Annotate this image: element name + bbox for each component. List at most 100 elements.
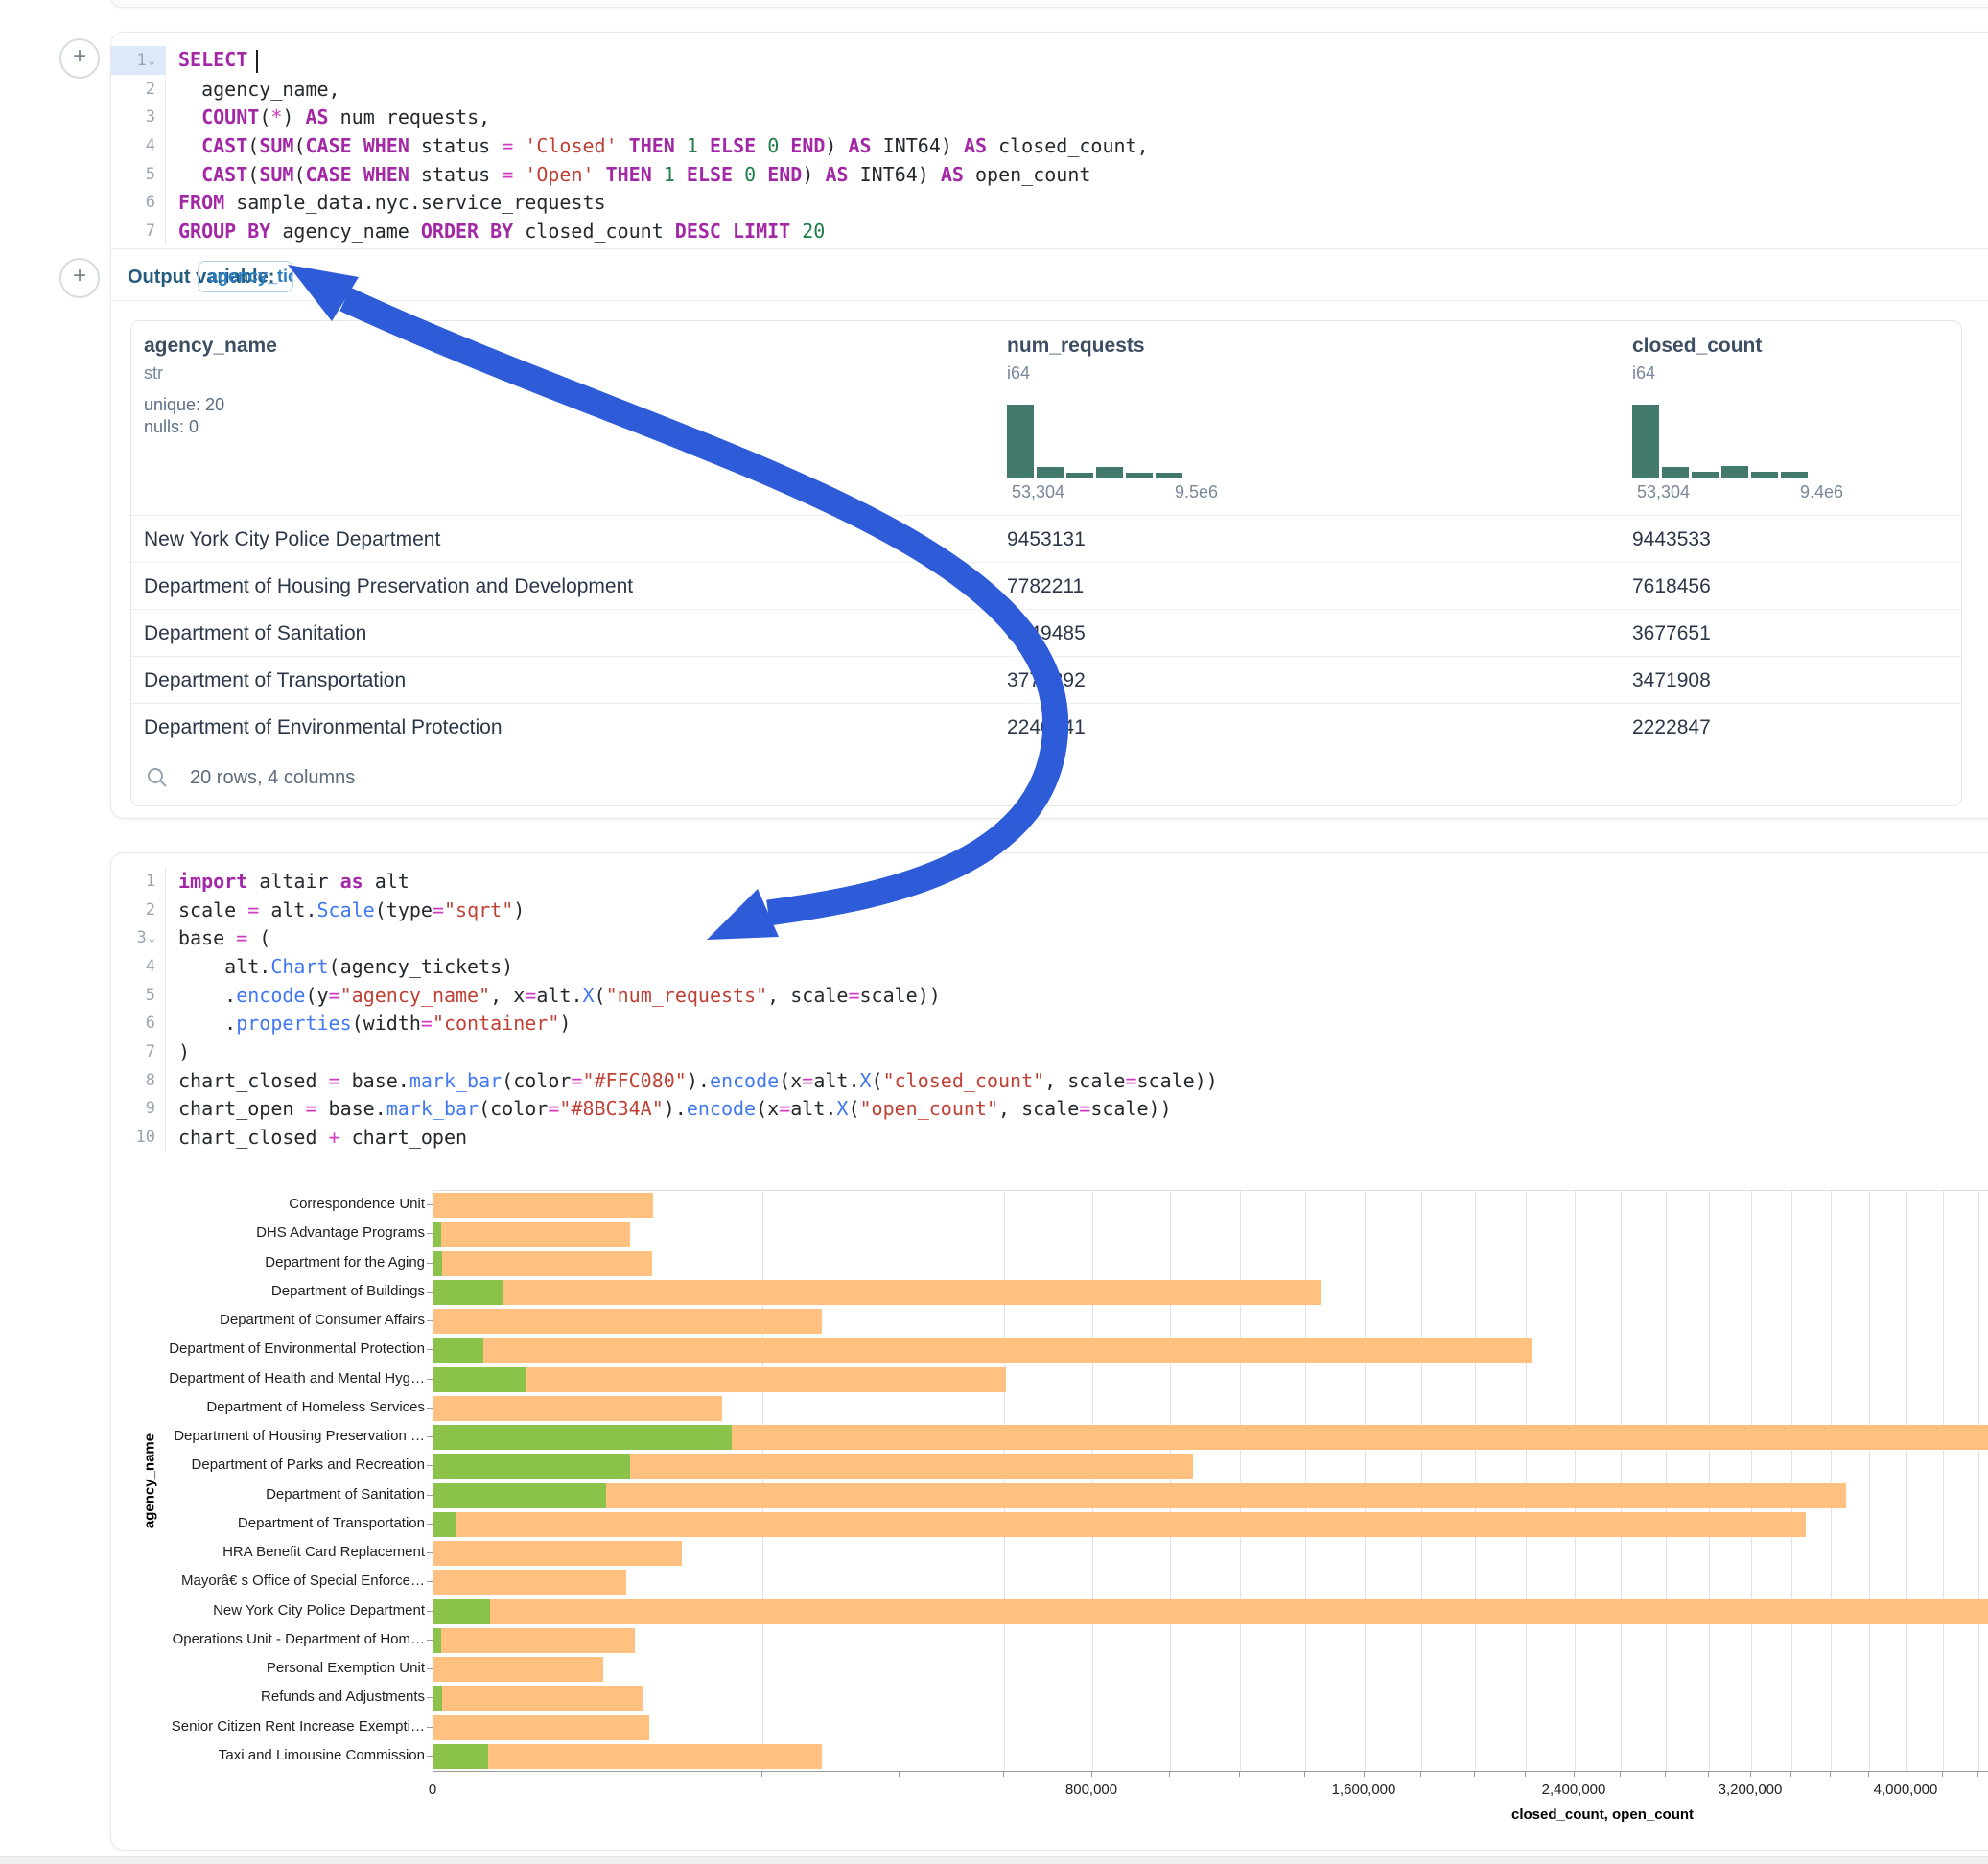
histogram-bar xyxy=(1096,467,1123,478)
open_count-bar xyxy=(433,1686,442,1711)
closed_count-bar xyxy=(433,1280,1321,1305)
table-cell: 7618456 xyxy=(1632,575,1711,598)
x-axis-tick xyxy=(1420,1771,1421,1777)
code-line[interactable]: 9chart_open = base.mark_bar(color="#8BC3… xyxy=(111,1095,1988,1124)
table-row[interactable]: Department of Transportation377489234719… xyxy=(131,656,1961,704)
closed_count-bar xyxy=(433,1599,1988,1624)
code-line[interactable]: 10chart_closed + chart_open xyxy=(111,1123,1988,1152)
x-axis-tick xyxy=(1474,1771,1475,1777)
x-axis-tick xyxy=(1239,1771,1240,1777)
code-text: agency_name, xyxy=(166,78,340,101)
y-axis-label: Taxi and Limousine Commission xyxy=(118,1747,425,1763)
x-axis-tick xyxy=(1364,1771,1365,1777)
gridline xyxy=(1751,1191,1752,1771)
line-number: 4 xyxy=(111,131,166,160)
line-number: 6 xyxy=(111,188,166,217)
table-cell: 2240041 xyxy=(1007,716,1086,739)
gridline xyxy=(1526,1191,1527,1771)
y-axis-label: Department of Housing Preservation … xyxy=(118,1428,425,1444)
column-header-agency_name[interactable]: agency_namestrunique: 20nulls: 0 xyxy=(144,321,277,438)
open_count-bar xyxy=(433,1280,503,1305)
code-line[interactable]: 1⌄SELECT xyxy=(111,46,1988,75)
python-code-editor[interactable]: 1import altair as alt2scale = alt.Scale(… xyxy=(111,867,1988,1152)
line-number: 6 xyxy=(111,1009,166,1037)
code-line[interactable]: 6FROM sample_data.nyc.service_requests xyxy=(111,188,1988,217)
add-cell-button-middle[interactable]: + xyxy=(59,258,100,298)
closed_count-bar xyxy=(433,1512,1806,1537)
code-line[interactable]: 2 agency_name, xyxy=(111,75,1988,104)
open_count-bar xyxy=(433,1744,488,1769)
code-line[interactable]: 2scale = alt.Scale(type="sqrt") xyxy=(111,896,1988,924)
output-variable-pill[interactable]: agency_tickets xyxy=(198,261,293,292)
search-icon[interactable] xyxy=(146,766,169,789)
y-axis-label: Operations Unit - Department of Hom… xyxy=(118,1631,425,1647)
table-row[interactable]: Department of Sanitation 3749485 3677651 xyxy=(131,609,1961,657)
table-cell: 7782211 xyxy=(1007,575,1084,598)
column-header-closed_count[interactable]: closed_counti64 xyxy=(1632,321,1762,384)
column-histogram xyxy=(1007,405,1182,478)
table-cell: Department of Environmental Protection xyxy=(144,716,503,739)
column-header-num_requests[interactable]: num_requestsi64 xyxy=(1007,321,1145,384)
x-axis-tick xyxy=(1003,1771,1004,1777)
gridline xyxy=(1475,1191,1476,1771)
line-number: 2 xyxy=(111,896,166,924)
table-row[interactable]: New York City Police Department945313194… xyxy=(131,515,1961,563)
code-text: .properties(width="container") xyxy=(166,1012,571,1035)
y-axis-label: DHS Advantage Programs xyxy=(118,1224,425,1241)
fold-chevron-icon[interactable]: ⌄ xyxy=(149,931,155,944)
add-cell-button-top[interactable]: + xyxy=(59,38,100,79)
code-line[interactable]: 1import altair as alt xyxy=(111,867,1988,896)
y-axis-label: Senior Citizen Rent Increase Exempti… xyxy=(118,1718,425,1735)
code-line[interactable]: 4 alt.Chart(agency_tickets) xyxy=(111,952,1988,981)
x-axis-label: 0 xyxy=(429,1782,436,1798)
x-axis-label: 1,600,000 xyxy=(1332,1782,1396,1798)
table-cell: 9453131 xyxy=(1007,528,1086,551)
code-line[interactable]: 4 CAST(SUM(CASE WHEN status = 'Closed' T… xyxy=(111,131,1988,160)
column-histogram xyxy=(1632,405,1808,478)
code-line[interactable]: 3⌄base = ( xyxy=(111,923,1988,952)
closed_count-bar xyxy=(433,1251,652,1276)
closed_count-bar xyxy=(433,1744,822,1769)
y-axis-label: Department of Homeless Services xyxy=(118,1399,425,1415)
code-line[interactable]: 6 .properties(width="container") xyxy=(111,1009,1988,1037)
histogram-bar xyxy=(1692,472,1719,478)
x-axis-tick xyxy=(1868,1771,1869,1777)
gridline xyxy=(1831,1191,1832,1771)
code-line[interactable]: 7GROUP BY agency_name ORDER BY closed_co… xyxy=(111,217,1988,245)
code-text: GROUP BY agency_name ORDER BY closed_cou… xyxy=(166,220,825,243)
x-axis-tick xyxy=(1942,1771,1943,1777)
gridline xyxy=(1978,1191,1979,1771)
code-line[interactable]: 3 COUNT(*) AS num_requests, xyxy=(111,103,1988,131)
histogram-bar xyxy=(1751,472,1778,478)
code-line[interactable]: 5 .encode(y="agency_name", x=alt.X("num_… xyxy=(111,981,1988,1010)
x-axis-tick xyxy=(1977,1771,1978,1777)
table-cell: 2222847 xyxy=(1632,716,1711,739)
x-axis-tick xyxy=(1750,1771,1751,1777)
sql-code-editor[interactable]: 1⌄SELECT2 agency_name,3 COUNT(*) AS num_… xyxy=(111,46,1988,245)
y-axis-label: Department of Consumer Affairs xyxy=(118,1312,425,1328)
code-line[interactable]: 8chart_closed = base.mark_bar(color="#FF… xyxy=(111,1066,1988,1095)
column-name: num_requests xyxy=(1007,335,1145,358)
fold-chevron-icon[interactable]: ⌄ xyxy=(149,54,155,67)
line-number: 7 xyxy=(111,1037,166,1066)
y-axis-label: HRA Benefit Card Replacement xyxy=(118,1544,425,1560)
table-cell: Department of Sanitation xyxy=(144,622,366,645)
gridline xyxy=(1240,1191,1241,1771)
code-line[interactable]: 7) xyxy=(111,1037,1988,1066)
table-row[interactable]: Department of Environmental Protection 22… xyxy=(131,703,1961,751)
x-axis-tick xyxy=(1620,1771,1621,1777)
table-cell: 3471908 xyxy=(1632,669,1711,692)
column-name: agency_name xyxy=(144,335,277,358)
histogram-bar xyxy=(1632,405,1659,478)
histogram-bar xyxy=(1037,467,1064,478)
table-footer: 20 rows, 4 columns xyxy=(131,750,1961,805)
code-line[interactable]: 5 CAST(SUM(CASE WHEN status = 'Open' THE… xyxy=(111,160,1988,189)
code-text: chart_closed + chart_open xyxy=(166,1126,467,1149)
table-cell: 3677651 xyxy=(1632,622,1711,645)
table-row[interactable]: Department of Housing Preservation and D… xyxy=(131,562,1961,610)
x-axis-label: 800,000 xyxy=(1065,1782,1117,1798)
x-axis-tick xyxy=(1304,1771,1305,1777)
column-stats: unique: 20nulls: 0 xyxy=(144,394,277,438)
open_count-bar xyxy=(433,1599,490,1624)
table-cell: 3749485 xyxy=(1007,622,1086,645)
